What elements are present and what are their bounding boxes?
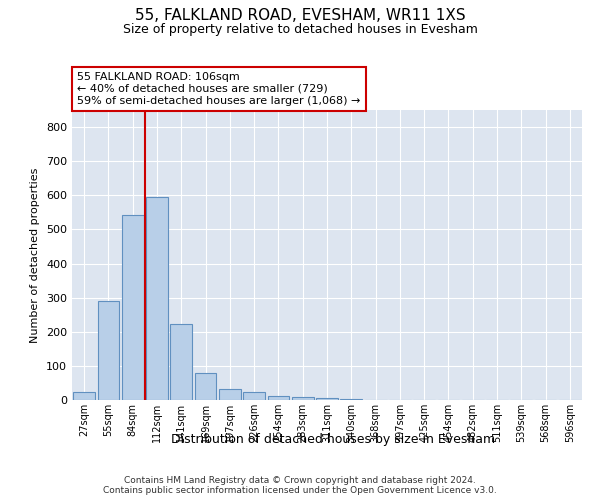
- Text: Size of property relative to detached houses in Evesham: Size of property relative to detached ho…: [122, 22, 478, 36]
- Bar: [340, 399, 362, 400]
- Bar: [97, 301, 119, 400]
- Bar: [268, 396, 289, 400]
- Bar: [122, 214, 143, 400]
- Y-axis label: Number of detached properties: Number of detached properties: [31, 168, 40, 342]
- Text: 55, FALKLAND ROAD, EVESHAM, WR11 1XS: 55, FALKLAND ROAD, EVESHAM, WR11 1XS: [134, 8, 466, 22]
- Bar: [316, 398, 338, 400]
- Bar: [170, 324, 192, 400]
- Bar: [243, 392, 265, 400]
- Text: 55 FALKLAND ROAD: 106sqm
← 40% of detached houses are smaller (729)
59% of semi-: 55 FALKLAND ROAD: 106sqm ← 40% of detach…: [77, 72, 361, 106]
- Bar: [219, 388, 241, 400]
- Bar: [73, 392, 95, 400]
- Bar: [194, 372, 217, 400]
- Bar: [292, 396, 314, 400]
- Bar: [146, 196, 168, 400]
- Text: Contains HM Land Registry data © Crown copyright and database right 2024.
Contai: Contains HM Land Registry data © Crown c…: [103, 476, 497, 495]
- Text: Distribution of detached houses by size in Evesham: Distribution of detached houses by size …: [171, 432, 495, 446]
